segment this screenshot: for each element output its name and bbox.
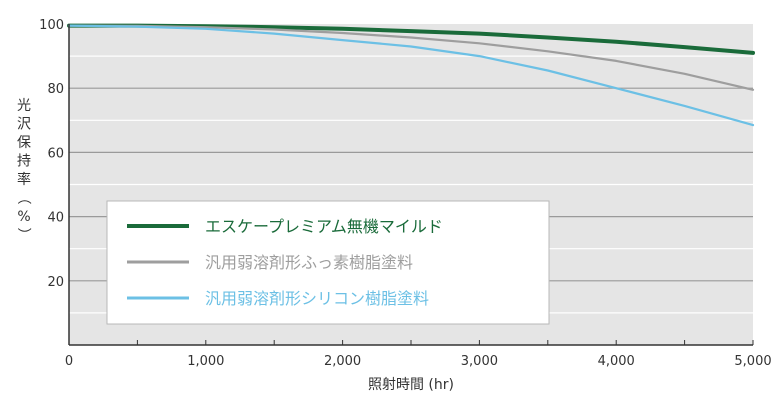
axes — [68, 24, 753, 346]
legend: エスケープレミアム無機マイルド汎用弱溶剤形ふっ素樹脂塗料汎用弱溶剤形シリコン樹脂… — [106, 200, 550, 325]
x-tick-label: 4,000 — [598, 354, 635, 369]
y-axis-title-char: 率 — [17, 171, 31, 188]
y-axis-title-char: % — [17, 209, 30, 225]
y-tick-label: 80 — [47, 82, 64, 97]
series-lines — [67, 23, 755, 127]
series-line-2 — [67, 24, 755, 91]
x-tick-label: 2,000 — [324, 354, 361, 369]
legend-label-3: 汎用弱溶剤形シリコン樹脂塗料 — [205, 289, 429, 308]
x-tick-label: 3,000 — [461, 354, 498, 369]
y-tick-label: 40 — [47, 211, 64, 226]
tick-labels: 20 40 60 80 100 0 1,000 2,000 3,000 4,000 5,000 — [39, 18, 771, 369]
y-axis-title-char: 光 — [17, 98, 31, 114]
y-axis-title-char: ） — [15, 228, 31, 242]
series-line-3 — [67, 24, 755, 127]
x-tick-label: 0 — [65, 354, 73, 369]
y-axis-title-char: （ — [15, 191, 31, 205]
y-tick-label: 20 — [47, 275, 64, 290]
x-tick-label: 1,000 — [187, 354, 224, 369]
y-axis-title-char: 保 — [17, 135, 31, 151]
legend-label-1: エスケープレミアム無機マイルド — [205, 217, 443, 236]
y-axis-title-char: 持 — [17, 154, 31, 170]
y-tick-label: 60 — [47, 146, 64, 161]
x-tick-label: 5,000 — [734, 354, 771, 369]
x-axis-title: 照射時間 (hr) — [368, 377, 454, 393]
y-tick-label: 100 — [39, 18, 64, 33]
legend-label-2: 汎用弱溶剤形ふっ素樹脂塗料 — [205, 253, 413, 272]
y-axis-title-char: 沢 — [17, 117, 31, 133]
